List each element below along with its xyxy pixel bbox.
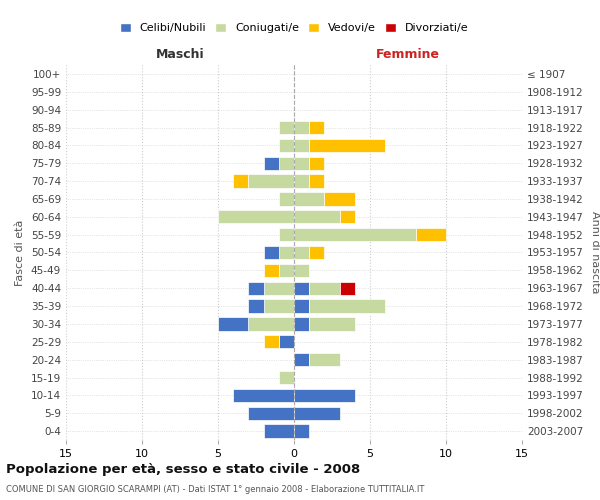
Bar bbox=[263, 156, 279, 170]
Bar bbox=[294, 210, 340, 224]
Bar bbox=[218, 317, 248, 330]
Bar bbox=[279, 192, 294, 205]
Y-axis label: Anni di nascita: Anni di nascita bbox=[590, 211, 600, 294]
Bar bbox=[263, 246, 279, 259]
Bar bbox=[309, 138, 385, 152]
Bar bbox=[248, 317, 294, 330]
Bar bbox=[294, 317, 309, 330]
Bar bbox=[279, 138, 294, 152]
Bar bbox=[309, 156, 325, 170]
Bar bbox=[233, 174, 248, 188]
Bar bbox=[263, 424, 294, 438]
Bar bbox=[294, 424, 309, 438]
Bar bbox=[279, 335, 294, 348]
Bar bbox=[233, 388, 294, 402]
Bar bbox=[309, 282, 340, 295]
Bar bbox=[248, 300, 263, 313]
Bar bbox=[340, 210, 355, 224]
Bar bbox=[294, 353, 309, 366]
Bar bbox=[309, 246, 325, 259]
Bar bbox=[309, 174, 325, 188]
Y-axis label: Fasce di età: Fasce di età bbox=[16, 220, 25, 286]
Bar bbox=[279, 228, 294, 241]
Bar bbox=[294, 228, 416, 241]
Bar bbox=[294, 406, 340, 420]
Bar bbox=[294, 156, 309, 170]
Bar bbox=[248, 282, 263, 295]
Bar bbox=[309, 317, 355, 330]
Bar bbox=[294, 282, 309, 295]
Bar bbox=[279, 121, 294, 134]
Bar bbox=[263, 300, 294, 313]
Text: Popolazione per età, sesso e stato civile - 2008: Popolazione per età, sesso e stato civil… bbox=[6, 462, 360, 475]
Legend: Celibi/Nubili, Coniugati/e, Vedovi/e, Divorziati/e: Celibi/Nubili, Coniugati/e, Vedovi/e, Di… bbox=[115, 18, 473, 38]
Bar bbox=[340, 282, 355, 295]
Bar bbox=[263, 335, 279, 348]
Bar bbox=[416, 228, 446, 241]
Bar bbox=[218, 210, 294, 224]
Text: Maschi: Maschi bbox=[155, 48, 205, 62]
Bar bbox=[248, 406, 294, 420]
Text: COMUNE DI SAN GIORGIO SCARAMPI (AT) - Dati ISTAT 1° gennaio 2008 - Elaborazione : COMUNE DI SAN GIORGIO SCARAMPI (AT) - Da… bbox=[6, 485, 424, 494]
Bar bbox=[309, 121, 325, 134]
Bar bbox=[309, 300, 385, 313]
Bar bbox=[294, 300, 309, 313]
Bar bbox=[294, 246, 309, 259]
Bar bbox=[279, 156, 294, 170]
Bar bbox=[279, 246, 294, 259]
Bar bbox=[279, 264, 294, 277]
Bar bbox=[294, 192, 325, 205]
Bar bbox=[294, 388, 355, 402]
Bar bbox=[263, 264, 279, 277]
Text: Femmine: Femmine bbox=[376, 48, 440, 62]
Bar bbox=[294, 138, 309, 152]
Bar bbox=[294, 264, 309, 277]
Bar bbox=[309, 353, 340, 366]
Bar bbox=[248, 174, 294, 188]
Bar bbox=[263, 282, 294, 295]
Bar bbox=[279, 371, 294, 384]
Bar bbox=[294, 174, 309, 188]
Bar bbox=[294, 121, 309, 134]
Bar bbox=[325, 192, 355, 205]
